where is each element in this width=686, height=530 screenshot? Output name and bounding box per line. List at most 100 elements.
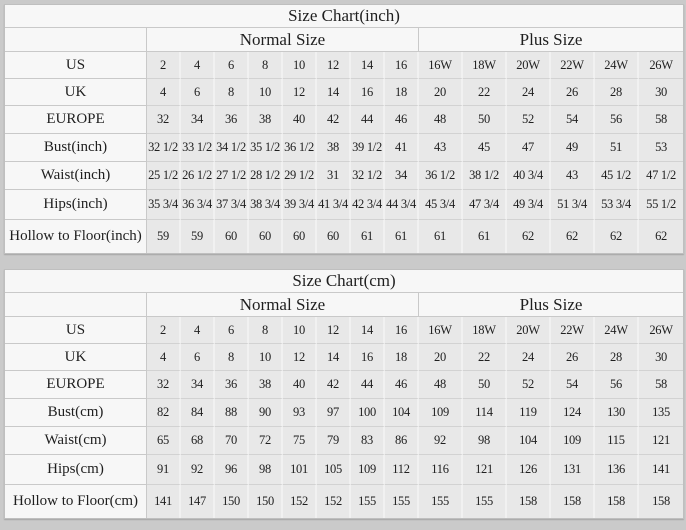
size-value-cell: 104 [385, 399, 419, 427]
group-header-normal-size: Normal Size [147, 293, 419, 317]
row-label: EUROPE [5, 371, 147, 399]
table-row: Bust(cm) 82 84 88 90 93 97 100 104 109 114 119 124 13… [5, 399, 684, 427]
table-row: Waist(cm) 65 68 70 72 75 79 83 86 92 98 104 109 115 12… [5, 427, 684, 455]
size-value-cell: 6 [215, 52, 249, 79]
size-value-cell: 22W [551, 317, 595, 344]
size-value-cell: 50 [463, 106, 507, 134]
size-value-cell: 14 [317, 344, 351, 371]
size-value-cell: 119 [507, 399, 551, 427]
size-value-cell: 97 [317, 399, 351, 427]
size-value-cell: 58 [639, 371, 684, 399]
row-label: Hollow to Floor(inch) [5, 220, 147, 253]
size-value-cell: 48 [419, 371, 463, 399]
size-value-cell: 72 [249, 427, 283, 455]
table-row: Hollow to Floor(cm) 141 147 150 150 152 152 155… [5, 485, 684, 518]
group-header-plus-size: Plus Size [419, 293, 684, 317]
size-value-cell: 26 1/2 [181, 162, 215, 190]
table-title-row: Size Chart(cm) [5, 270, 684, 293]
size-value-cell: 91 [147, 455, 181, 485]
size-value-cell: 131 [551, 455, 595, 485]
size-value-cell: 16 [385, 317, 419, 344]
table-row: Bust(inch) 32 1/2 33 1/2 34 1/2 35 1/2 36 1/2… [5, 134, 684, 162]
size-value-cell: 59 [147, 220, 181, 253]
size-value-cell: 42 [317, 371, 351, 399]
size-value-cell: 35 1/2 [249, 134, 283, 162]
row-label: US [5, 317, 147, 344]
size-value-cell: 61 [463, 220, 507, 253]
size-value-cell: 54 [551, 371, 595, 399]
size-value-cell: 59 [181, 220, 215, 253]
size-value-cell: 98 [463, 427, 507, 455]
size-value-cell: 47 [507, 134, 551, 162]
size-value-cell: 65 [147, 427, 181, 455]
size-value-cell: 44 [351, 106, 385, 134]
size-value-cell: 82 [147, 399, 181, 427]
size-value-cell: 28 [595, 344, 639, 371]
size-value-cell: 42 3/4 [351, 190, 385, 220]
size-value-cell: 150 [249, 485, 283, 518]
size-value-cell: 56 [595, 371, 639, 399]
size-value-cell: 26 [551, 344, 595, 371]
size-value-cell: 39 1/2 [351, 134, 385, 162]
size-value-cell: 158 [551, 485, 595, 518]
table-row: Hips(inch) 35 3/4 36 3/4 37 3/4 38 3/4 39 3/4… [5, 190, 684, 220]
size-value-cell: 38 [249, 371, 283, 399]
size-value-cell: 61 [419, 220, 463, 253]
size-value-cell: 45 [463, 134, 507, 162]
size-value-cell: 47 3/4 [463, 190, 507, 220]
size-value-cell: 51 [595, 134, 639, 162]
size-value-cell: 18W [463, 317, 507, 344]
size-value-cell: 14 [351, 317, 385, 344]
size-value-cell: 10 [249, 344, 283, 371]
size-value-cell: 30 [639, 344, 684, 371]
size-value-cell: 16 [351, 79, 385, 106]
size-value-cell: 54 [551, 106, 595, 134]
size-value-cell: 16W [419, 52, 463, 79]
size-value-cell: 41 [385, 134, 419, 162]
size-value-cell: 22W [551, 52, 595, 79]
size-value-cell: 32 [147, 371, 181, 399]
size-value-cell: 46 [385, 371, 419, 399]
size-value-cell: 16 [385, 52, 419, 79]
size-value-cell: 114 [463, 399, 507, 427]
size-value-cell: 61 [351, 220, 385, 253]
size-value-cell: 141 [639, 455, 684, 485]
size-value-cell: 36 1/2 [283, 134, 317, 162]
size-value-cell: 12 [283, 344, 317, 371]
table-row: UK 4 6 8 10 12 14 16 18 20 22 24 26 28 30 [5, 79, 684, 106]
size-value-cell: 141 [147, 485, 181, 518]
size-value-cell: 25 1/2 [147, 162, 181, 190]
table-row: US 2 4 6 8 10 12 14 16 16W 18W 20W 22W 24W 26W [5, 52, 684, 79]
row-label: Waist(cm) [5, 427, 147, 455]
table-row: EUROPE 32 34 36 38 40 42 44 46 48 50 52 54 56 58 [5, 371, 684, 399]
size-value-cell: 158 [595, 485, 639, 518]
size-value-cell: 40 3/4 [507, 162, 551, 190]
size-value-cell: 2 [147, 317, 181, 344]
row-label: US [5, 52, 147, 79]
size-value-cell: 152 [317, 485, 351, 518]
size-value-cell: 6 [181, 79, 215, 106]
size-value-cell: 24W [595, 317, 639, 344]
size-value-cell: 100 [351, 399, 385, 427]
size-value-cell: 158 [507, 485, 551, 518]
size-value-cell: 56 [595, 106, 639, 134]
size-value-cell: 40 [283, 106, 317, 134]
size-value-cell: 34 1/2 [215, 134, 249, 162]
size-value-cell: 34 [181, 371, 215, 399]
size-value-cell: 62 [551, 220, 595, 253]
size-value-cell: 12 [317, 52, 351, 79]
size-value-cell: 55 1/2 [639, 190, 684, 220]
size-value-cell: 155 [351, 485, 385, 518]
row-label: Bust(cm) [5, 399, 147, 427]
size-value-cell: 121 [463, 455, 507, 485]
size-value-cell: 152 [283, 485, 317, 518]
corner-cell [5, 28, 147, 52]
size-value-cell: 26W [639, 52, 684, 79]
size-value-cell: 53 3/4 [595, 190, 639, 220]
size-value-cell: 38 1/2 [463, 162, 507, 190]
size-value-cell: 93 [283, 399, 317, 427]
row-label: Hollow to Floor(cm) [5, 485, 147, 518]
size-value-cell: 39 3/4 [283, 190, 317, 220]
table-row: Hollow to Floor(inch) 59 59 60 60 60 60 61 61 61 6… [5, 220, 684, 253]
